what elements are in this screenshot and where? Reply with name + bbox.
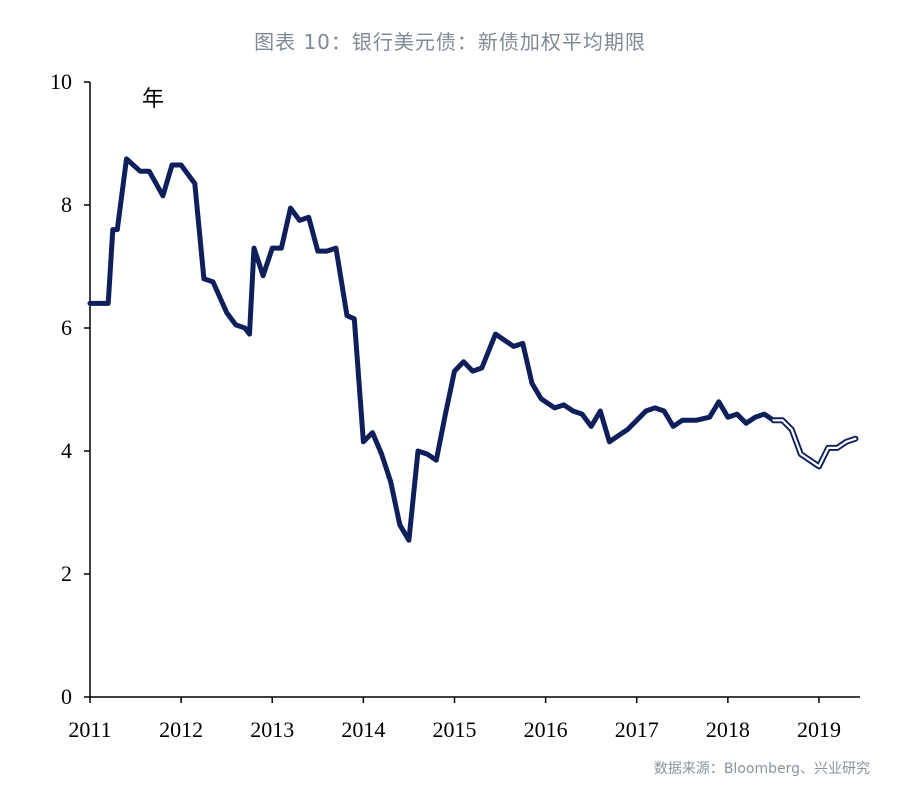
source-note: 数据来源：Bloomberg、兴业研究 (653, 761, 870, 777)
y-tick-label: 2 (61, 561, 72, 586)
x-tick-label: 2019 (797, 717, 841, 742)
unit-label: 年 (142, 87, 164, 112)
y-tick-label: 0 (61, 684, 72, 709)
y-tick-label: 6 (61, 315, 72, 340)
chart-title: 图表 10：银行美元债：新债加权平均期限 (254, 30, 646, 54)
x-tick-label: 2013 (250, 717, 294, 742)
series-line-hollow-fill (772, 419, 857, 468)
x-tick-label: 2014 (341, 717, 385, 742)
y-tick-label: 8 (61, 192, 72, 217)
x-tick-label: 2016 (524, 717, 568, 742)
series (87, 156, 859, 543)
y-tick-label: 4 (61, 438, 72, 463)
series-line (87, 156, 776, 543)
y-tick-label: 10 (50, 69, 72, 94)
x-tick-label: 2018 (706, 717, 750, 742)
x-tick-label: 2017 (615, 717, 659, 742)
ticks: 0 2 4 6 8 10 2011 2012 2013 2014 2015 2016 2017 2018 2… (50, 69, 841, 742)
axes (89, 82, 860, 698)
x-tick-label: 2012 (159, 717, 203, 742)
x-tick-label: 2015 (433, 717, 477, 742)
x-tick-label: 2011 (68, 717, 111, 742)
